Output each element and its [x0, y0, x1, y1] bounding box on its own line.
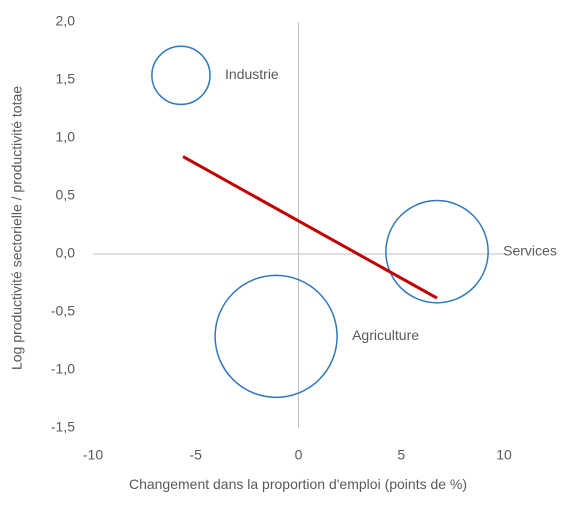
bubble	[214, 274, 338, 399]
x-tick-label: -10	[83, 447, 103, 463]
y-tick-label: -0,5	[51, 303, 75, 319]
y-tick-label: 1,5	[56, 71, 76, 87]
x-axis-title: Changement dans la proportion d'emploi (…	[128, 476, 468, 492]
bubble-label: Industrie	[225, 66, 279, 82]
y-tick-label: 2,0	[56, 13, 76, 29]
bubble-label: Agriculture	[352, 327, 419, 343]
y-axis-title: Log productivité sectorielle / productiv…	[9, 86, 25, 370]
bubble	[385, 199, 489, 304]
y-tick-label: -1,5	[51, 419, 75, 435]
x-tick-label: 10	[496, 447, 512, 463]
x-tick-label: -5	[190, 447, 203, 463]
x-tick-label: 0	[295, 447, 303, 463]
bubble	[151, 45, 211, 106]
trend-line	[182, 155, 438, 300]
x-tick-label: 5	[397, 447, 405, 463]
y-tick-label: -1,0	[51, 361, 75, 377]
y-tick-label: 0,0	[56, 245, 76, 261]
bubble-label: Services	[503, 242, 557, 258]
y-tick-label: 0,5	[56, 187, 76, 203]
y-tick-label: 1,0	[56, 129, 76, 145]
